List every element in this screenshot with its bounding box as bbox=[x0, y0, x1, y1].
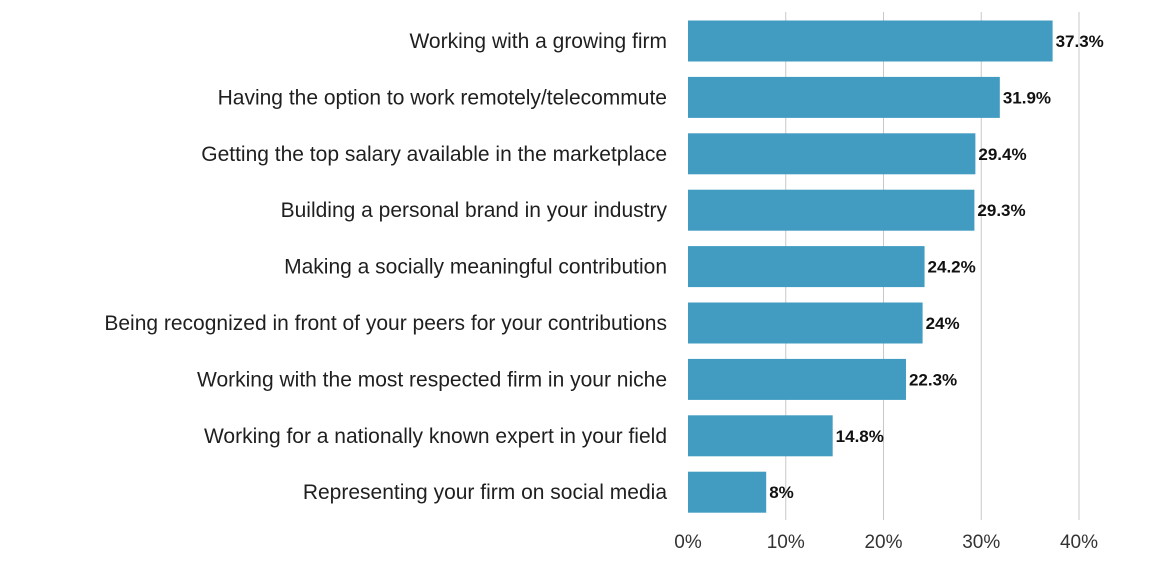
bar bbox=[688, 471, 767, 513]
x-tick-label: 40% bbox=[1060, 532, 1098, 553]
data-label: 8% bbox=[769, 483, 794, 502]
data-label: 29.3% bbox=[977, 201, 1025, 220]
bar bbox=[688, 133, 976, 175]
bars bbox=[688, 20, 1053, 513]
bar bbox=[688, 358, 906, 400]
bar bbox=[688, 20, 1053, 62]
data-label: 31.9% bbox=[1003, 88, 1051, 107]
data-label: 14.8% bbox=[836, 427, 884, 446]
value-labels: 37.3% 31.9% 29.4% 29.3% 24.2% 24% 22.3% 14.8% 8% bbox=[769, 32, 1104, 502]
category-label: Making a socially meaningful contributio… bbox=[284, 256, 667, 279]
category-labels: Working with a growing firm Having the op… bbox=[104, 30, 667, 504]
category-label: Being recognized in front of your peers … bbox=[104, 312, 667, 335]
bar bbox=[688, 189, 975, 231]
data-label: 24% bbox=[926, 314, 960, 333]
bar bbox=[688, 302, 923, 344]
bar bbox=[688, 415, 833, 457]
category-label: Building a personal brand in your indust… bbox=[281, 199, 668, 222]
data-label: 22.3% bbox=[909, 370, 957, 389]
bar bbox=[688, 76, 1000, 118]
x-tick-label: 10% bbox=[767, 532, 805, 553]
x-tick-label: 30% bbox=[962, 532, 1000, 553]
category-label: Representing your firm on social media bbox=[303, 481, 667, 504]
data-label: 37.3% bbox=[1056, 32, 1104, 51]
x-tick-label: 20% bbox=[864, 532, 902, 553]
data-label: 29.4% bbox=[978, 145, 1026, 164]
x-axis-tick-labels: 0% 10% 20% 30% 40% bbox=[674, 532, 1098, 553]
category-label: Getting the top salary available in the … bbox=[201, 143, 667, 166]
x-tick-label: 0% bbox=[674, 532, 702, 553]
category-label: Working with the most respected firm in … bbox=[197, 368, 667, 391]
category-label: Working with a growing firm bbox=[409, 30, 667, 53]
data-label: 24.2% bbox=[928, 258, 976, 277]
bar bbox=[688, 246, 925, 288]
category-label: Having the option to work remotely/telec… bbox=[218, 86, 667, 109]
category-label: Working for a nationally known expert in… bbox=[204, 425, 667, 448]
